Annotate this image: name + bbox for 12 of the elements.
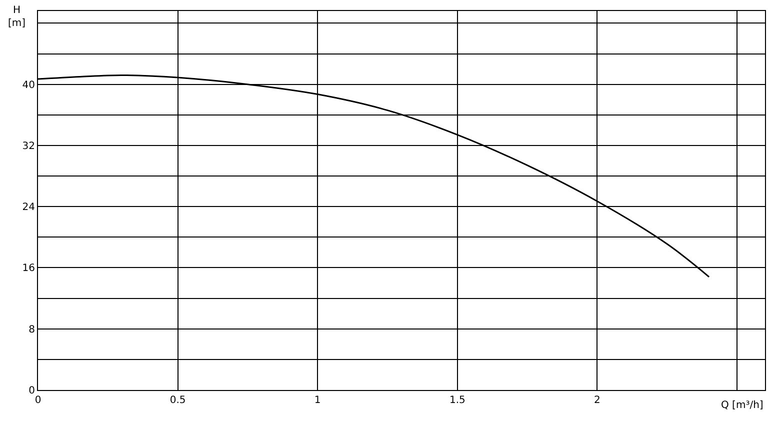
y-axis-title: H [m]	[8, 5, 26, 29]
y-tick-label: 32	[22, 140, 35, 152]
y-tick-label: 24	[22, 202, 35, 214]
x-tick-label: 1	[314, 395, 321, 406]
x-tick-label: 2	[594, 395, 600, 406]
x-tick-label: 0.5	[170, 395, 186, 406]
y-tick-label: 40	[22, 80, 35, 91]
x-tick-label: 1.5	[449, 395, 466, 406]
y-tick-label: 8	[28, 324, 35, 336]
x-axis-title: Q [m³/h]	[721, 400, 764, 411]
y-tick-label: 0	[28, 386, 35, 396]
y-tick-label: 16	[22, 263, 35, 274]
